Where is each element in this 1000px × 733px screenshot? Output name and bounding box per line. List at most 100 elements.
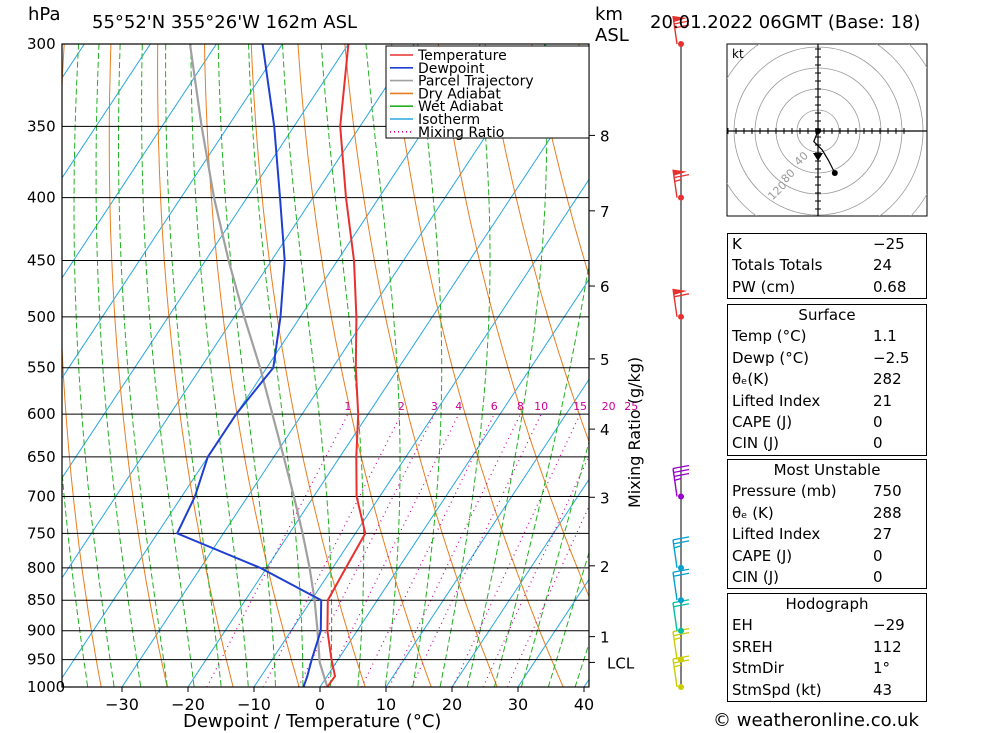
- wind-barb-halfflag: [673, 545, 682, 549]
- mixing-ratio-line: [388, 413, 521, 687]
- hodograph-trace: [813, 130, 836, 174]
- asl-label: ASL: [595, 25, 629, 46]
- wind-barb-staff: [672, 468, 678, 497]
- x-tick-label: 20: [442, 695, 462, 714]
- isotherm-line: [0, 0, 17, 713]
- hodograph-start-point: [815, 128, 821, 134]
- mixing-ratio-label: 2: [398, 400, 405, 413]
- dry-adiabat-line: [959, 0, 1000, 713]
- wet-adiabat-line: [73, 44, 115, 687]
- legend-label: Parcel Trajectory: [418, 74, 534, 90]
- pressure-tick-label: 700: [27, 488, 56, 506]
- datetime-title: 20.01.2022 06GMT (Base: 18): [650, 12, 920, 33]
- surface-row: Temp (°C) 1.1: [732, 327, 897, 346]
- x-axis-label: Dewpoint / Temperature (°C): [183, 711, 441, 732]
- wind-barb-flag: [673, 631, 690, 637]
- x-tick-label: 10: [376, 695, 396, 714]
- index-row-k: K −25: [732, 235, 905, 253]
- mixing-ratio-line: [206, 413, 349, 687]
- mixing-ratio-label: 1: [344, 400, 351, 413]
- wet-adiabat-line: [412, 44, 443, 687]
- storm-motion-marker: [813, 153, 823, 161]
- wind-barb-flag: [673, 572, 690, 577]
- surface-row: CIN (J) 0: [732, 434, 883, 453]
- wind-barb-dot: [678, 564, 684, 571]
- pressure-tick-label: 400: [27, 189, 56, 207]
- isotherm-line: [62, 44, 349, 479]
- wet-adiabat-line: [217, 44, 277, 687]
- wind-barb-flag: [673, 603, 690, 608]
- wind-barb-halfflag: [674, 179, 682, 183]
- surface-row: Dewp (°C) −2.5: [732, 348, 910, 367]
- wind-barb-flag: [673, 20, 690, 25]
- wind-barb-halfflag: [674, 477, 682, 482]
- mixing-ratio-label: 15: [573, 400, 587, 413]
- wet-adiabat-line: [165, 44, 222, 687]
- wind-barb-staff: [672, 15, 678, 45]
- km-tick-label: 3: [600, 489, 610, 507]
- x-tick-label: 0: [315, 695, 325, 714]
- wind-barb: [672, 536, 690, 568]
- dry-adiabat-line: [108, 44, 168, 687]
- most-unstable-row: Pressure (mb) 750: [732, 482, 902, 501]
- surface-row: CAPE (J) 0: [732, 412, 883, 431]
- wind-barb-dot: [678, 41, 684, 47]
- surface-title: Surface: [798, 306, 856, 324]
- mixing-ratio-label: 10: [534, 400, 548, 413]
- pressure-tick-label: 750: [27, 524, 56, 542]
- hodograph-stats-row: StmSpd (kt) 43: [732, 680, 893, 699]
- wind-barb-flag: [672, 536, 690, 541]
- x-tick-label: −20: [171, 695, 205, 714]
- km-tick-label: 5: [600, 351, 610, 369]
- hodograph-stats-row: SREH 112: [732, 637, 902, 656]
- wind-barb-dot: [678, 194, 684, 201]
- hodograph-stats-panel: Hodograph EH −29 SREH 112 StmDir 1° StmSpd …: [727, 593, 927, 702]
- wind-barb-dot: [678, 493, 684, 500]
- wind-barb-halfflag: [673, 664, 682, 668]
- lcl-label: LCL: [607, 654, 635, 672]
- isotherm-line: [517, 578, 589, 687]
- wet-adiabat-line: [141, 44, 195, 687]
- credit-link[interactable]: © weatheronline.co.uk: [713, 710, 919, 731]
- pressure-tick-label: 600: [27, 405, 56, 423]
- isotherm-line: [319, 278, 589, 687]
- km-tick-label: 1: [600, 629, 610, 647]
- wind-barb: [672, 15, 690, 45]
- hodograph-end-point: [831, 170, 838, 176]
- plot-frame: [61, 43, 590, 688]
- x-tick-label: −10: [237, 695, 271, 714]
- most-unstable-title: Most Unstable: [773, 461, 881, 479]
- x-tick-label: 30: [508, 695, 528, 714]
- surface-row: θₑ(K) 282: [732, 370, 902, 389]
- wind-barb-dot: [678, 656, 684, 663]
- wind-barb-staff: [672, 572, 678, 601]
- wind-barb-pennant: [673, 288, 687, 295]
- km-tick-label: 2: [600, 558, 610, 576]
- pressure-tick-label: 1000: [27, 678, 65, 696]
- km-label: km: [595, 4, 623, 25]
- index-row-pw: PW (cm) 0.68: [732, 277, 907, 296]
- isotherm-line: [385, 378, 589, 687]
- legend-label: Dewpoint: [418, 61, 485, 77]
- pressure-tick-label: 550: [27, 359, 56, 377]
- pressure-tick-label: 800: [27, 559, 56, 577]
- pressure-tick-label: 950: [27, 651, 56, 669]
- most-unstable-row: Lifted Index 27: [732, 525, 893, 544]
- wind-barb-pennant: [673, 169, 687, 176]
- wind-barb-flag: [673, 540, 690, 545]
- mixing-ratio-line: [452, 413, 581, 687]
- surface-panel: Surface Temp (°C) 1.1 Dewp (°C) −2.5 θₑ(K)…: [727, 304, 927, 456]
- wind-barb-staff: [672, 288, 678, 317]
- pressure-tick-label: 650: [27, 448, 56, 466]
- dry-adiabat-line: [915, 0, 1000, 713]
- wet-adiabat-line: [62, 466, 89, 687]
- pressure-tick-label: 350: [27, 117, 56, 135]
- x-tick-label: −30: [105, 695, 139, 714]
- mixing-ratio-label: 6: [491, 400, 498, 413]
- most-unstable-panel: Most Unstable Pressure (mb) 750 θₑ (K) 288…: [727, 459, 927, 590]
- isotherm-line: [62, 44, 283, 379]
- most-unstable-row: CAPE (J) 0: [732, 546, 883, 565]
- wind-barb: [672, 655, 690, 688]
- indices-panel: K −25 Totals Totals 24 PW (cm) 0.68: [727, 233, 927, 300]
